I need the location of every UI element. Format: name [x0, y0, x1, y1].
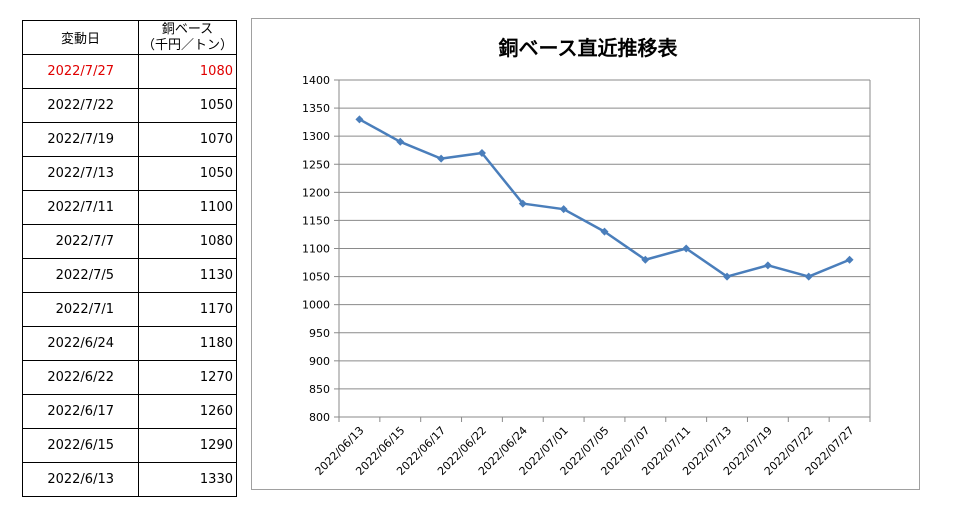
data-point	[723, 272, 732, 281]
row-value: 1290	[138, 428, 237, 463]
row-date: 2022/7/5	[22, 258, 139, 293]
row-date: 2022/7/1	[22, 292, 139, 327]
data-point	[518, 199, 527, 208]
row-date: 2022/6/15	[22, 428, 139, 463]
table-header-row: 変動日 銅ベース （千円／トン）	[22, 20, 237, 55]
data-point	[355, 115, 364, 124]
data-point	[804, 272, 813, 281]
row-date: 2022/6/13	[22, 462, 139, 497]
chart-title: 銅ベース直近推移表	[499, 36, 679, 60]
header-value-line2: （千円／トン）	[141, 37, 233, 53]
y-tick-label: 1400	[302, 74, 330, 87]
table-row: 2022/7/19 1070	[22, 122, 237, 157]
row-value: 1330	[138, 462, 237, 497]
row-value: 1180	[138, 326, 237, 361]
series-line	[358, 118, 851, 278]
chart-area: 銅ベース直近推移表 800 850 900 950 1000 1050 1100 1150 12…	[251, 18, 920, 490]
series-copper-base	[355, 115, 854, 281]
data-point	[763, 261, 772, 270]
y-tick-label: 1100	[302, 243, 330, 256]
row-value: 1050	[138, 156, 237, 191]
x-tick-labels: 2022/06/132022/06/152022/06/172022/06/22…	[313, 424, 857, 478]
data-point	[600, 227, 609, 236]
row-value: 1170	[138, 292, 237, 327]
row-value: 1260	[138, 394, 237, 429]
row-date: 2022/6/24	[22, 326, 139, 361]
row-date: 2022/6/22	[22, 360, 139, 395]
row-value: 1080	[138, 54, 237, 89]
data-point	[682, 244, 691, 253]
table-body: 変動日 銅ベース （千円／トン） 2022/7/27 1080 2022/7/22 1…	[22, 20, 237, 497]
table-row: 2022/7/13 1050	[22, 156, 237, 191]
data-point	[437, 154, 446, 163]
y-tick-label: 1000	[302, 299, 330, 312]
row-date: 2022/7/7	[22, 224, 139, 259]
row-value: 1270	[138, 360, 237, 395]
table-row: 2022/6/13 1330	[22, 462, 237, 497]
row-date: 2022/7/27	[22, 54, 139, 89]
row-value: 1100	[138, 190, 237, 225]
table-row: 2022/7/22 1050	[22, 88, 237, 123]
data-point	[477, 149, 486, 158]
y-tick-labels: 800 850 900 950 1000 1050 1100 1150 1200 1250 1300…	[302, 74, 330, 424]
y-tick-label: 1150	[302, 214, 330, 227]
price-table: 変動日 銅ベース （千円／トン） 2022/7/27 1080 2022/7/22 1…	[22, 20, 237, 497]
table-row: 2022/7/11 1100	[22, 190, 237, 225]
table-row: 2022/6/17 1260	[22, 394, 237, 429]
data-point	[845, 255, 854, 264]
row-value: 1130	[138, 258, 237, 293]
row-date: 2022/7/22	[22, 88, 139, 123]
data-point	[559, 205, 568, 214]
header-date: 変動日	[22, 20, 139, 55]
y-tick-label: 950	[309, 327, 330, 340]
table-row: 2022/7/5 1130	[22, 258, 237, 293]
table-row: 2022/7/1 1170	[22, 292, 237, 327]
row-date: 2022/7/13	[22, 156, 139, 191]
table-row: 2022/7/27 1080	[22, 54, 237, 89]
table-row: 2022/6/22 1270	[22, 360, 237, 395]
y-tick-label: 900	[309, 355, 330, 368]
row-date: 2022/6/17	[22, 394, 139, 429]
y-tick-label: 1300	[302, 130, 330, 143]
data-point	[396, 137, 405, 146]
data-point	[641, 255, 650, 264]
table-row: 2022/6/15 1290	[22, 428, 237, 463]
gridlines	[334, 79, 871, 422]
row-value: 1050	[138, 88, 237, 123]
header-value-line1: 銅ベース	[161, 21, 214, 37]
row-value: 1070	[138, 122, 237, 157]
line-chart: 銅ベース直近推移表 800 850 900 950 1000 1050 1100 1150 12…	[302, 36, 871, 478]
table-row: 2022/7/7 1080	[22, 224, 237, 259]
row-value: 1080	[138, 224, 237, 259]
y-tick-label: 1050	[302, 271, 330, 284]
y-tick-label: 1250	[302, 158, 330, 171]
row-date: 2022/7/19	[22, 122, 139, 157]
y-tick-label: 1200	[302, 186, 330, 199]
header-value: 銅ベース （千円／トン）	[138, 20, 237, 55]
y-tick-label: 800	[309, 411, 330, 424]
row-date: 2022/7/11	[22, 190, 139, 225]
y-tick-label: 1350	[302, 102, 330, 115]
y-tick-label: 850	[309, 383, 330, 396]
table-row: 2022/6/24 1180	[22, 326, 237, 361]
